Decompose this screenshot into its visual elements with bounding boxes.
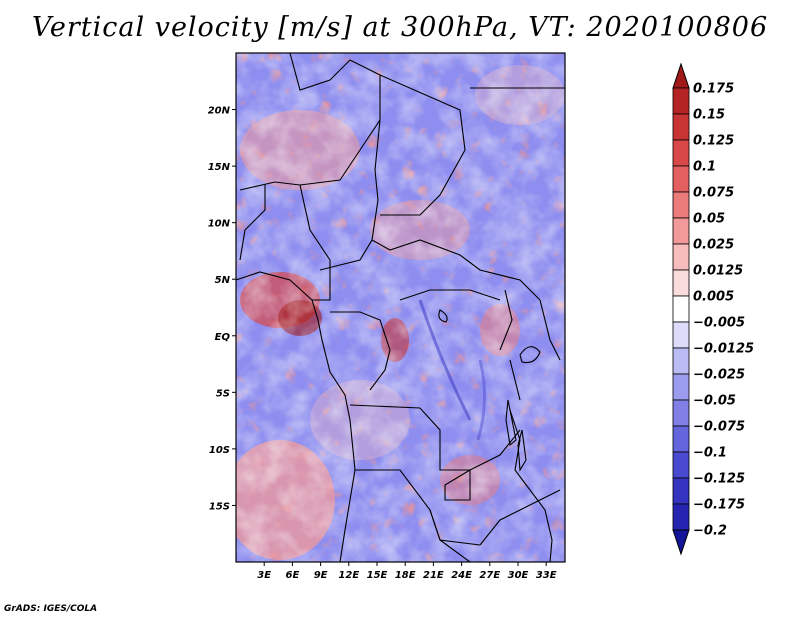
lon-tick-label: 3E (257, 570, 271, 581)
lon-tick-label: 18E (395, 570, 416, 581)
colorbar-label: 0.1 (693, 160, 716, 175)
lon-tick-label: 21E (423, 570, 444, 581)
lon-tick-label: 33E (536, 570, 557, 581)
lat-tick-label: 20N (208, 106, 231, 117)
colorbar-segment (672, 451, 690, 479)
lon-tick-label: 12E (338, 570, 359, 581)
lon-tick-label: 30E (508, 570, 529, 581)
colorbar-label: −0.05 (693, 394, 736, 409)
colorbar-label: 0.0125 (693, 264, 743, 279)
colorbar-segment (672, 269, 690, 297)
colorbar-segment (672, 399, 690, 427)
colorbar-label: −0.125 (693, 472, 745, 487)
colorbar-segment (672, 191, 690, 219)
colorbar-label: 0.15 (693, 108, 725, 123)
lon-tick-label: 9E (314, 570, 328, 581)
lat-tick-label: EQ (215, 332, 231, 343)
colorbar-label: −0.175 (693, 498, 745, 513)
colorbar-bottom-arrow (672, 529, 690, 556)
colorbar-top-arrow (672, 62, 690, 89)
colorbar-segment (672, 373, 690, 401)
colorbar-label: −0.025 (693, 368, 745, 383)
colorbar-label: −0.0125 (693, 342, 754, 357)
colorbar-label: −0.005 (693, 316, 745, 331)
colorbar-label: 0.075 (693, 186, 734, 201)
colorbar-label: 0.025 (693, 238, 734, 253)
chart-title: Vertical velocity [m/s] at 300hPa, VT: 2… (31, 12, 769, 43)
colorbar-segment (672, 425, 690, 453)
lat-tick-label: 5S (216, 388, 230, 399)
colorbar-label: −0.1 (693, 446, 727, 461)
lon-tick-label: 15E (367, 570, 388, 581)
colorbar-segment (672, 321, 690, 349)
lat-tick-label: 10S (209, 445, 230, 456)
longitude-axis: 3E 6E 9E 12E 15E 18E 21E 24E 27E 30E 33E (257, 562, 557, 581)
colorbar-segment (672, 165, 690, 193)
lat-tick-label: 5N (215, 275, 231, 286)
colorbar-label: 0.005 (693, 290, 734, 305)
lon-tick-label: 6E (286, 570, 300, 581)
lon-tick-label: 24E (451, 570, 472, 581)
colorbar-segment (672, 295, 690, 323)
country-borders (236, 53, 565, 562)
colorbar-segment (672, 87, 690, 115)
colorbar-segment (672, 139, 690, 167)
colorbar-label: 0.05 (693, 212, 725, 227)
colorbar: 0.175 0.15 0.125 0.1 0.075 0.05 0.025 0.0125 0.0… (672, 62, 754, 556)
lon-tick-label: 27E (479, 570, 500, 581)
lakes (438, 309, 541, 472)
vertical-velocity-field (236, 53, 565, 562)
map-frame (235, 52, 566, 563)
colorbar-segment (672, 243, 690, 271)
colorbar-segment (672, 113, 690, 141)
latitude-axis: 20N 15N 10N 5N EQ 5S 10S 15S (208, 106, 236, 512)
colorbar-label: 0.175 (693, 82, 734, 97)
colorbar-segment (672, 347, 690, 375)
lat-tick-label: 15N (208, 162, 231, 173)
colorbar-segment (672, 477, 690, 505)
colorbar-segment (672, 503, 690, 531)
colorbar-segment (672, 217, 690, 245)
lat-tick-label: 10N (208, 219, 231, 230)
lat-tick-label: 15S (209, 501, 230, 512)
colorbar-label: −0.075 (693, 420, 745, 435)
grads-credit: GrADS: IGES/COLA (4, 604, 98, 614)
colorbar-label: −0.2 (693, 524, 727, 539)
colorbar-label: 0.125 (693, 134, 734, 149)
